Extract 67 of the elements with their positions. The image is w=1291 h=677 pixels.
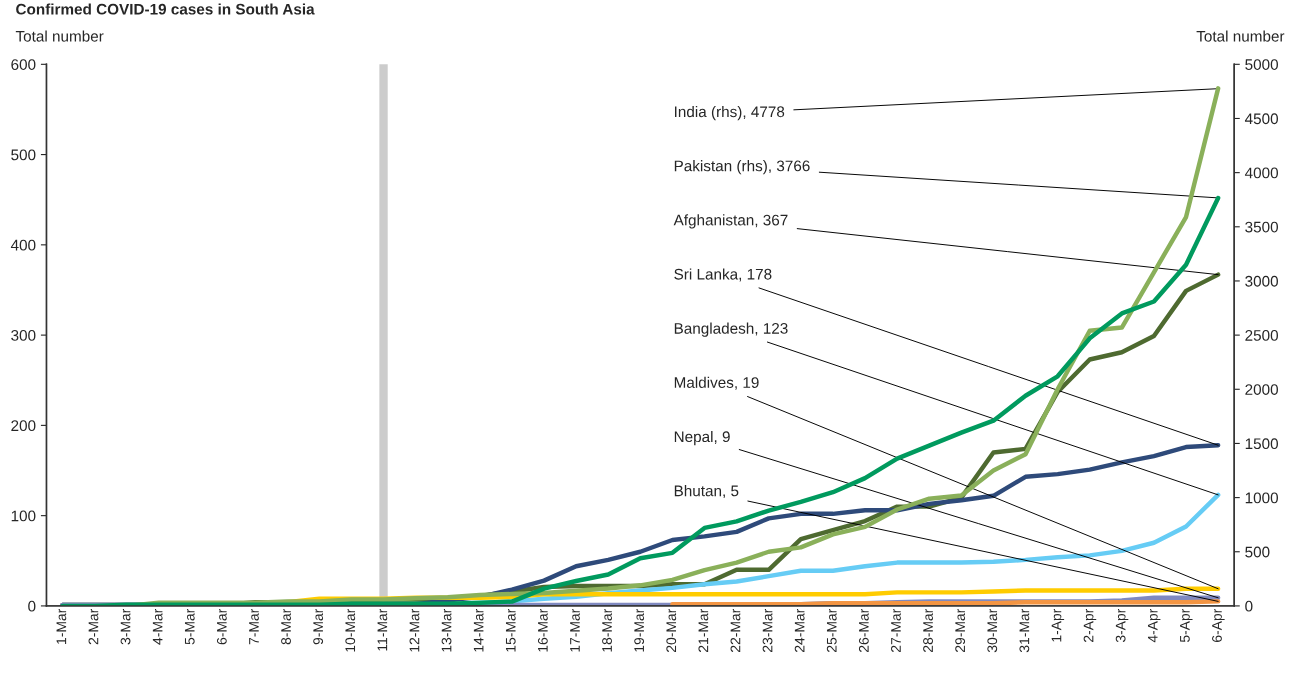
- y-axis-title: Total number: [15, 30, 104, 42]
- line-series: [60, 195, 1221, 606]
- x-tick-label: 31-Mar: [1019, 608, 1030, 653]
- x-tick-label: 6-Apr: [1212, 608, 1225, 642]
- y-tick-label: 300: [11, 329, 36, 341]
- x-tick-label: 3-Apr: [1115, 608, 1129, 643]
- x-tick-label: 5-Mar: [184, 608, 195, 645]
- y-tick-label: 400: [10, 239, 36, 251]
- annotation: Sri Lanka, 178: [674, 268, 772, 282]
- x-tick-label: 22-Mar: [730, 608, 741, 652]
- x-tick-label: 7-Mar: [249, 608, 259, 645]
- annotation: Pakistan (rhs), 3766: [674, 160, 810, 175]
- y2-axis-title: Total number: [1196, 30, 1285, 42]
- annotation: Maldives, 19: [674, 376, 759, 390]
- x-tick-label: 1-Mar: [56, 608, 67, 644]
- x-tick-label: 24-Mar: [794, 608, 805, 652]
- y2-tick-label: 3000: [1245, 275, 1278, 287]
- y2-tick-label: 0: [1245, 600, 1253, 612]
- x-tick-label: 8-Mar: [281, 608, 291, 645]
- y2-tick-label: 4000: [1244, 167, 1278, 179]
- y-tick-label: 600: [11, 59, 36, 70]
- annotation: India (rhs), 4778: [675, 105, 785, 121]
- x-tick-label: 18-Mar: [602, 608, 612, 652]
- x-tick-label: 5-Apr: [1180, 608, 1193, 643]
- x-tick-label: 2-Mar: [88, 608, 99, 645]
- x-tick-label: 4-Apr: [1147, 608, 1161, 643]
- y2-tick-label: 5000: [1245, 59, 1278, 70]
- y-tick-label: 100: [11, 510, 36, 522]
- annotation: Nepal, 9: [674, 430, 730, 446]
- x-tick-label: 14-Mar: [473, 608, 484, 652]
- annotation: Afghanistan, 367: [673, 214, 788, 229]
- x-tick-label: 1-Apr: [1051, 608, 1065, 642]
- x-tick-label: 16-Mar: [537, 608, 548, 652]
- x-tick-label: 29-Mar: [955, 608, 966, 652]
- y2-tick-label: 2000: [1245, 384, 1278, 395]
- x-tick-label: 12-Mar: [409, 608, 420, 652]
- x-tick-label: 25-Mar: [826, 608, 837, 652]
- x-tick-label: 17-Mar: [570, 608, 580, 652]
- y-tick-label: 200: [11, 420, 36, 432]
- x-tick-label: 13-Mar: [441, 608, 452, 652]
- x-tick-label: 2-Apr: [1083, 608, 1097, 642]
- y2-tick-label: 1000: [1245, 492, 1278, 504]
- y2-tick-label: 2500: [1245, 329, 1278, 341]
- annotation: Bangladesh, 123: [674, 322, 788, 337]
- y2-tick-label: 3500: [1245, 221, 1278, 233]
- x-tick-label: 15-Mar: [505, 608, 516, 652]
- x-tick-label: 10-Mar: [345, 608, 356, 652]
- y2-tick-label: 1500: [1245, 438, 1278, 450]
- x-tick-label: 20-Mar: [666, 608, 677, 652]
- y2-tick-label: 4500: [1244, 113, 1278, 125]
- y-tick-label: 0: [28, 600, 36, 612]
- x-tick-label: 4-Mar: [152, 608, 163, 645]
- y2-tick-label: 500: [1245, 546, 1270, 558]
- x-tick-label: 28-Mar: [923, 608, 933, 652]
- x-tick-label: 26-Mar: [858, 608, 869, 652]
- x-tick-label: 9-Mar: [313, 608, 324, 645]
- x-tick-label: 30-Mar: [987, 608, 998, 653]
- x-tick-label: 3-Mar: [120, 608, 131, 645]
- x-tick-label: 21-Mar: [698, 608, 709, 652]
- x-tick-label: 23-Mar: [762, 608, 773, 652]
- x-tick-label: 19-Mar: [634, 608, 645, 652]
- annotation: Bhutan, 5: [674, 485, 739, 499]
- x-tick-label: 11-Mar: [377, 608, 388, 651]
- y-tick-label: 500: [11, 149, 36, 161]
- chart-title: Confirmed COVID-19 cases in South Asia: [16, 3, 315, 15]
- x-tick-label: 6-Mar: [216, 608, 227, 645]
- x-tick-label: 27-Mar: [891, 608, 901, 652]
